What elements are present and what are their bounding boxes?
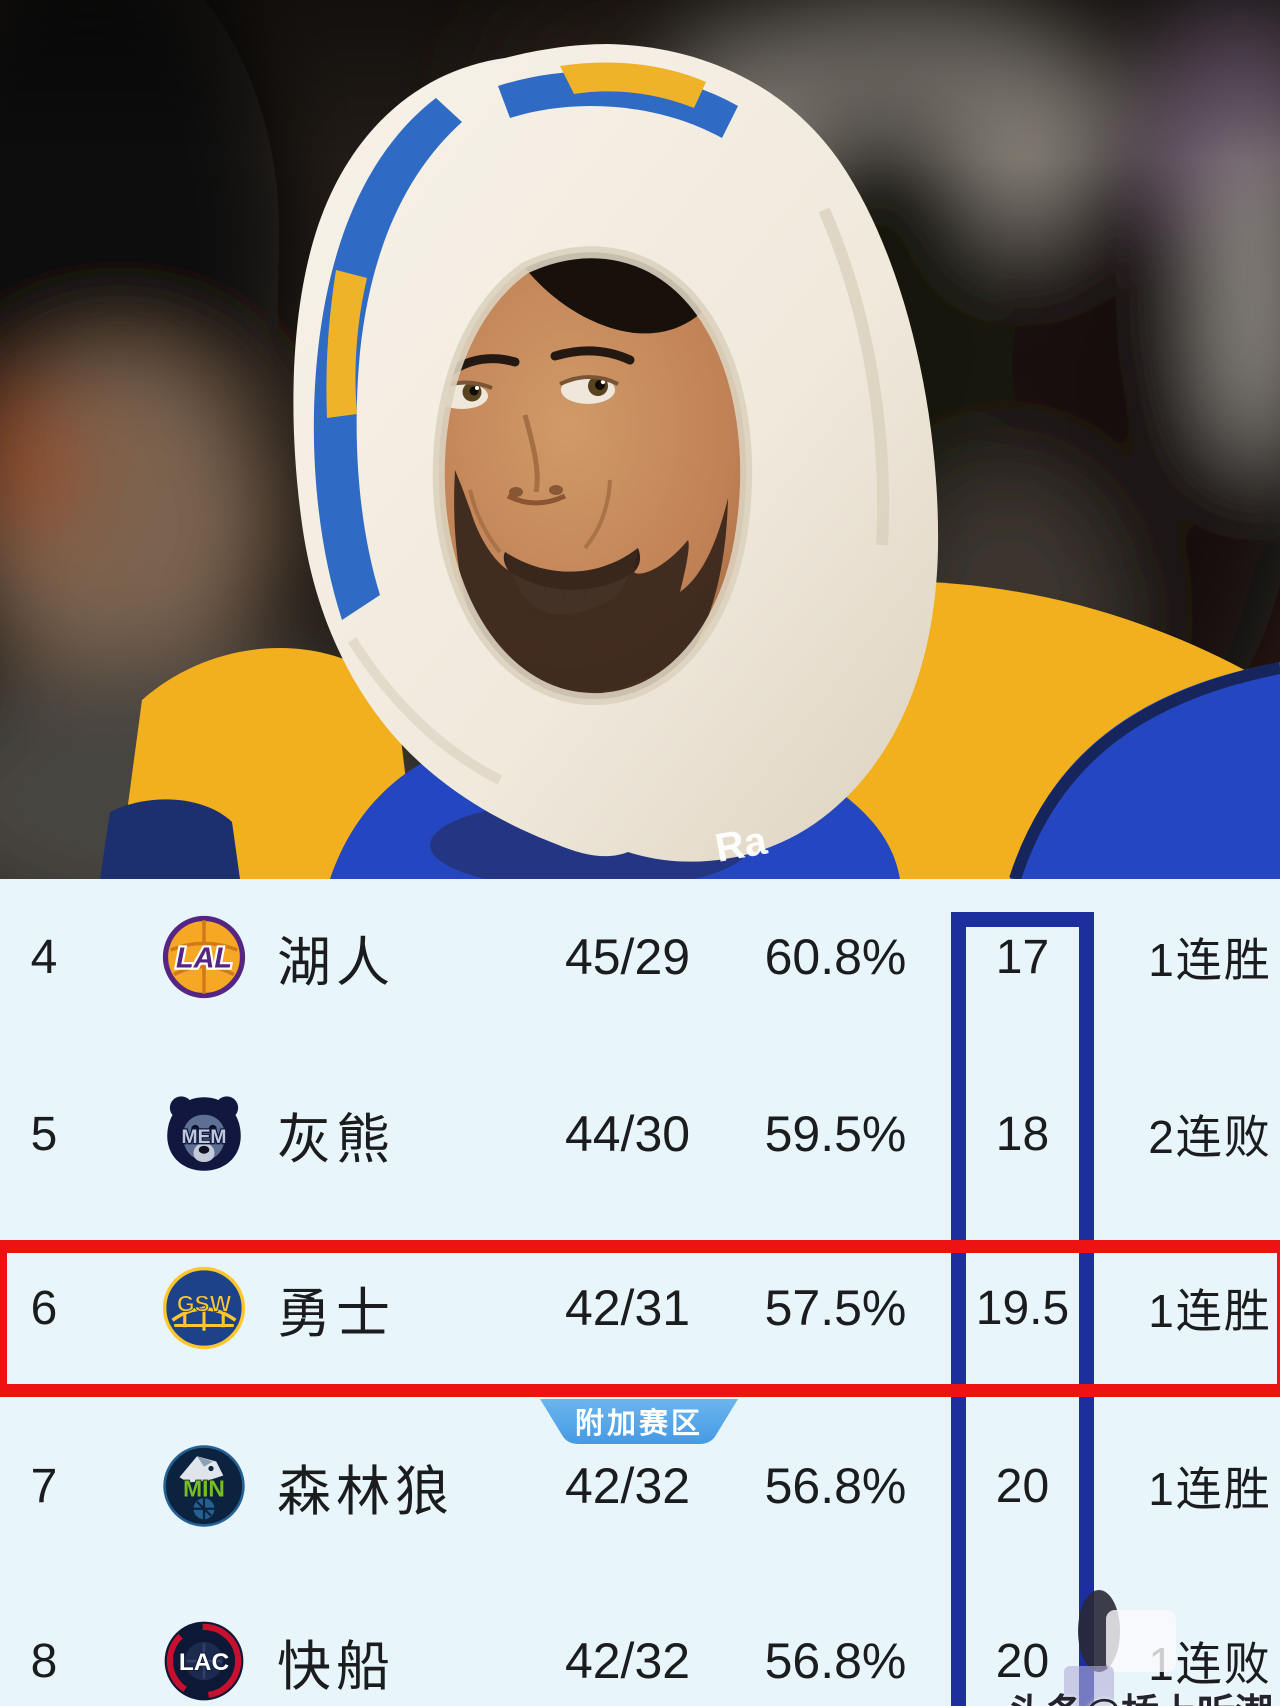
clippers-logo-icon: LAC [162,1586,246,1706]
team-name: 灰熊 [277,1109,395,1170]
team-name: 勇士 [277,1283,395,1344]
streak: 1连胜 [1148,1463,1272,1515]
win-percentage: 57.5% [764,1280,907,1336]
rank: 5 [30,1107,58,1161]
win-percentage: 59.5% [764,1106,907,1162]
table-row-warriors: 6 GSW 勇士 42/31 57.5% 19.5 1连胜 [0,1233,1280,1383]
team-record: 42/32 [564,1633,691,1689]
rank: 8 [30,1634,58,1688]
streak: 1连胜 [1148,934,1272,986]
games-behind-annotation-box [951,912,1094,1706]
team-record: 42/32 [564,1458,691,1514]
games-behind: 18 [995,1107,1050,1161]
rank: 4 [30,930,58,984]
team-record: 45/29 [564,929,691,985]
svg-text:GSW: GSW [177,1291,232,1317]
rank: 7 [30,1459,58,1513]
jersey-brand-text: Ra [712,819,771,871]
table-row-timberwolves: 7 MIN 森林狼 42/32 56.8% 20 1连胜 [0,1411,1280,1561]
win-percentage: 56.8% [764,1633,907,1689]
svg-text:MEM: MEM [182,1127,227,1148]
badge-shape [540,1399,738,1444]
lakers-logo-icon: LAL [162,882,246,1032]
curry-photo: Ra [0,0,1280,879]
games-behind: 20 [995,1459,1050,1513]
win-percentage: 60.8% [764,929,907,985]
svg-text:LAC: LAC [179,1649,230,1676]
curry-photo-art: Ra [0,0,1280,879]
grizzlies-logo-icon: MEM [162,1059,246,1209]
standings-table: 4 LAL 湖人 45/29 60.8% 17 1连胜 5 [0,879,1280,1706]
towel-blue-stripe [313,98,462,620]
face-features [435,252,728,719]
towel-hood [293,44,939,862]
towel-yellow-stripe [326,270,367,418]
games-behind: 17 [995,930,1050,984]
svg-text:LAL: LAL [176,943,232,975]
team-name: 森林狼 [277,1461,454,1522]
watermark-box-secondary [1064,1666,1114,1706]
play-in-zone-label: 附加赛区 [574,1408,703,1440]
team-name: 快船 [277,1636,395,1697]
rank: 6 [30,1281,58,1335]
team-record: 42/31 [564,1280,691,1336]
games-behind: 19.5 [975,1281,1070,1335]
streak: 1连胜 [1148,1285,1272,1337]
win-percentage: 56.8% [764,1458,907,1514]
team-name: 湖人 [277,932,395,993]
team-record: 44/30 [564,1106,691,1162]
games-behind: 20 [995,1634,1050,1688]
table-row-grizzlies: 5 MEM 灰熊 44/30 59.5% 18 2连败 [0,1059,1280,1209]
watermark-box [1106,1610,1176,1672]
watermark: 头条@桥上听潮 [1008,1682,1273,1706]
play-in-zone-badge: 附加赛区 [538,1399,740,1448]
table-row-lakers: 4 LAL 湖人 45/29 60.8% 17 1连胜 [0,882,1280,1032]
streak: 2连败 [1148,1111,1272,1163]
warriors-logo-icon: GSW [162,1233,246,1383]
warriors-highlight-box [0,1240,1280,1397]
svg-text:MIN: MIN [183,1476,225,1502]
timberwolves-logo-icon: MIN [162,1411,246,1561]
